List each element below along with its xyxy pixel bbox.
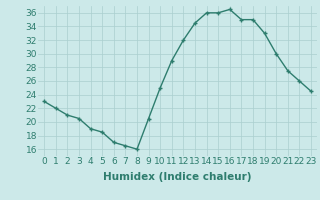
X-axis label: Humidex (Indice chaleur): Humidex (Indice chaleur)	[103, 172, 252, 182]
